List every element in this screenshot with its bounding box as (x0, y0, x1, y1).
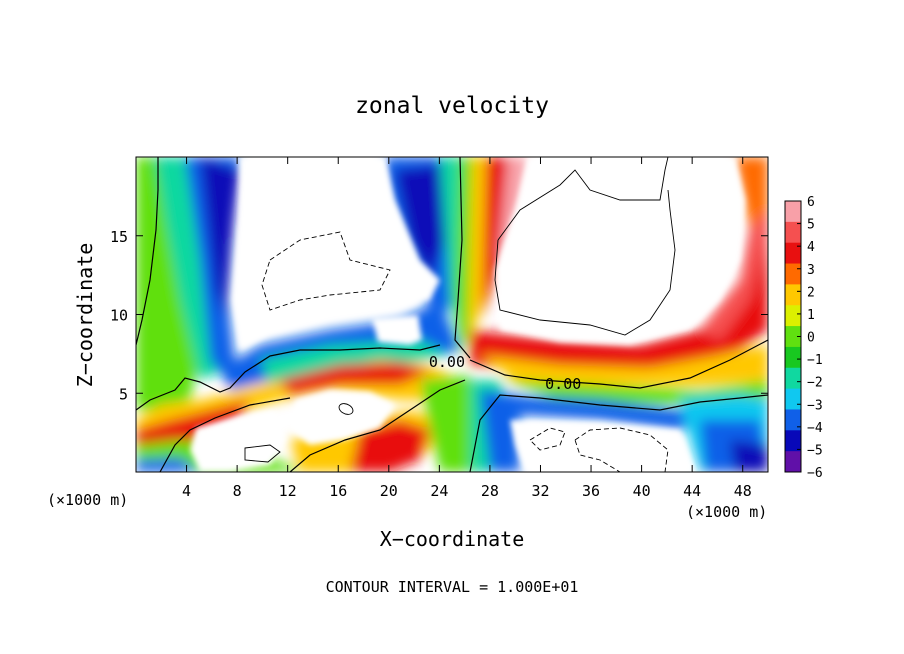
y-tick-label: 15 (110, 228, 128, 246)
colorbar-swatch (785, 367, 801, 390)
colorbar-tick-label: 5 (807, 218, 815, 233)
x-tick-label: 12 (279, 482, 297, 500)
colorbar-tick-label: −2 (807, 376, 823, 391)
colorbar-swatch (785, 263, 801, 285)
x-tick-label: 44 (683, 482, 701, 500)
x-tick-label: 48 (734, 482, 752, 500)
colorbar-tick-label: −4 (807, 421, 823, 436)
colorbar-swatch (785, 388, 801, 410)
x-unit-right: (×1000 m) (686, 503, 767, 521)
colorbar-swatch (785, 242, 801, 265)
colorbar-tick-label: −3 (807, 398, 823, 413)
colorbar-swatch (785, 284, 801, 306)
x-tick-label: 16 (329, 482, 347, 500)
x-axis-label: X−coordinate (380, 527, 525, 551)
x-tick-label: 24 (430, 482, 448, 500)
velocity-field: 0.00 0.00 (136, 157, 768, 472)
colorbar-tick-label: 4 (807, 240, 815, 255)
y-tick-label: 5 (119, 385, 128, 403)
x-axis: 4 8 12 16 20 24 28 32 36 40 44 48 (182, 157, 752, 500)
colorbar-swatch (785, 409, 801, 431)
colorbar-tick-label: 2 (807, 285, 815, 300)
x-tick-label: 36 (582, 482, 600, 500)
y-tick-label: 10 (110, 307, 128, 325)
colorbar-tick-label: 0 (807, 331, 815, 346)
x-tick-label: 28 (481, 482, 499, 500)
y-axis: 5 10 15 (110, 228, 768, 403)
colorbar-tick-label: 1 (807, 308, 815, 323)
colorbar-tick-label: −6 (807, 466, 823, 481)
colorbar-swatch (785, 201, 801, 223)
x-tick-label: 40 (633, 482, 651, 500)
colorbar-tick-label: −5 (807, 443, 823, 458)
contour-label: 0.00 (429, 353, 465, 371)
contour-interval-footer: CONTOUR INTERVAL = 1.000E+01 (326, 578, 579, 596)
chart-title: zonal velocity (355, 93, 549, 119)
x-tick-label: 32 (531, 482, 549, 500)
colorbar-swatch (785, 430, 801, 452)
x-unit-left: (×1000 m) (47, 491, 128, 509)
x-tick-label: 20 (380, 482, 398, 500)
colorbar-swatch (785, 346, 801, 369)
x-tick-label: 4 (182, 482, 191, 500)
y-axis-label: Z−coordinate (73, 243, 97, 388)
colorbar-swatch (785, 326, 801, 348)
colorbar-swatch (785, 451, 801, 473)
colorbar-tick-label: 3 (807, 263, 815, 278)
colorbar: 6 5 4 3 2 1 0 −1 −2 −3 −4 −5 −6 (784, 195, 823, 481)
contour-label: 0.00 (545, 375, 581, 393)
x-tick-label: 8 (233, 482, 242, 500)
colorbar-swatch (785, 221, 801, 244)
colorbar-swatch (785, 305, 801, 327)
colorbar-tick-label: 6 (807, 195, 815, 210)
colorbar-tick-label: −1 (807, 353, 823, 368)
contour-label-group: 0.00 0.00 (429, 353, 581, 393)
